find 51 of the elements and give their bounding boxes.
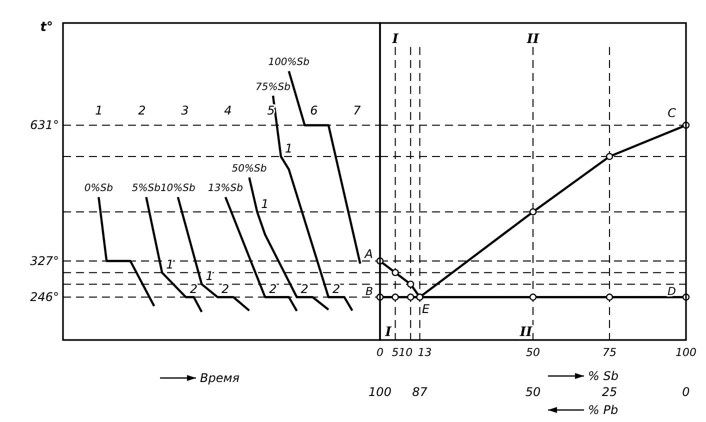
x-tick-label: 75: [602, 346, 616, 359]
series-label: 100%Sb: [268, 57, 310, 68]
x2-axis-title: % Pb: [588, 403, 618, 417]
text: I: [385, 325, 392, 340]
series-label: 75%Sb: [256, 82, 290, 93]
x2-tick-label: 25: [602, 385, 618, 399]
x2-tick-label: 100: [368, 385, 392, 399]
series-label: 10%Sb: [160, 183, 196, 194]
annotation: 2: [222, 282, 230, 296]
y-axis-title: t°: [40, 20, 53, 35]
annotation: 6: [310, 104, 318, 118]
x-tick-label: 100: [676, 346, 696, 359]
x-axis-title: % Sb: [588, 369, 619, 383]
x-tick-label: 0: [376, 346, 384, 359]
x-tick-label: 10: [398, 346, 413, 359]
annotation: 4: [224, 104, 232, 118]
x2-tick-label: 50: [525, 385, 541, 399]
annotation: 1: [261, 196, 269, 211]
annotation: 3: [181, 104, 189, 118]
ref-line-label: II: [518, 325, 533, 340]
annotation: 1: [284, 141, 293, 156]
series-label: 0%Sb: [84, 183, 113, 194]
x2-tick-label: 87: [412, 385, 428, 399]
annotation: 5: [267, 104, 275, 118]
y-tick-label: 246°: [30, 290, 59, 304]
y-tick-label: 327°: [30, 254, 59, 268]
annotation: 2: [190, 282, 198, 296]
annotation: D: [668, 285, 676, 298]
annotation: B: [365, 285, 373, 298]
x-tick-label: 5: [392, 346, 399, 359]
y-tick-label: 631°: [30, 118, 59, 132]
annotation: C: [668, 106, 677, 120]
ref-line-label: I: [391, 32, 400, 47]
series-label: 13%Sb: [208, 183, 243, 194]
text: II: [526, 32, 540, 47]
annotation: A: [364, 246, 373, 261]
series-label: 5%Sb: [132, 183, 160, 194]
x-tick-label: 50: [526, 346, 540, 359]
x-tick-label: 13: [418, 346, 432, 359]
annotation: 2: [332, 282, 340, 296]
annotation: 1: [206, 269, 214, 284]
annotation: 1: [95, 104, 103, 118]
annotation: 2: [138, 104, 146, 118]
annotation: 1: [166, 258, 174, 272]
annotation: 2: [300, 282, 308, 296]
annotation: 7: [353, 104, 362, 118]
x-axis-title: Время: [200, 371, 240, 385]
annotation: 2: [269, 282, 277, 296]
annotation: E: [422, 302, 430, 316]
series-label: 50%Sb: [232, 163, 267, 174]
x2-tick-label: 0: [682, 385, 690, 399]
